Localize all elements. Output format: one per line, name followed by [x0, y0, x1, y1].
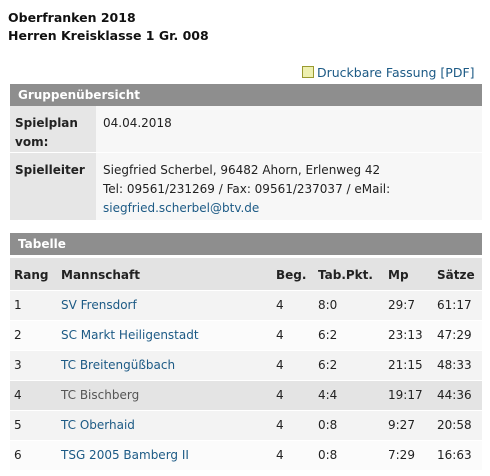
print-link[interactable]: Druckbare Fassung [PDF]	[317, 65, 475, 80]
table-row: 5 TC Oberhaid 4 0:8 9:27 20:58	[10, 410, 482, 440]
team-link[interactable]: TC Breitengüßbach	[61, 358, 176, 372]
table-cell: 2	[14, 328, 22, 342]
table-cell: 4	[276, 448, 284, 462]
table-cell: 19:17	[388, 388, 423, 402]
overview-label: Spielleiter	[10, 153, 96, 220]
column-header-row: Rang Mannschaft Beg. Tab.Pkt. Mp Sätze	[10, 257, 482, 290]
table-cell: 4	[276, 388, 284, 402]
overview-line: Tel: 09561/231269 / Fax: 09561/237037 / …	[103, 182, 391, 196]
table-cell: 7:29	[388, 448, 415, 462]
table-cell: 23:13	[388, 328, 423, 342]
overview-value: Siegfried Scherbel, 96482 Ahorn, Erlenwe…	[96, 153, 482, 220]
team-link[interactable]: TC Oberhaid	[61, 418, 135, 432]
column-header: Mannschaft	[61, 268, 140, 282]
overview-label: Spielplan vom:	[10, 106, 96, 152]
email-link[interactable]: siegfried.scherbel@btv.de	[103, 201, 260, 215]
table-cell: 8:0	[318, 298, 338, 312]
column-header: Tab.Pkt.	[318, 268, 373, 282]
overview-value: 04.04.2018	[96, 106, 482, 152]
table-row: 3 TC Breitengüßbach 4 6:2 21:15 48:33	[10, 350, 482, 380]
table-cell: 21:15	[388, 358, 423, 372]
table-cell: 3	[14, 358, 22, 372]
table-cell: 6:2	[318, 328, 338, 342]
table-row: 2 SC Markt Heiligenstadt 4 6:2 23:13 47:29	[10, 320, 482, 350]
table-row: 6 TSG 2005 Bamberg II 4 0:8 7:29 16:63	[10, 440, 482, 470]
table-cell: 9:27	[388, 418, 415, 432]
table-cell: 20:58	[437, 418, 472, 432]
page-title: Oberfranken 2018	[8, 10, 136, 25]
table-cell: 4	[276, 358, 284, 372]
team-link[interactable]: SV Frensdorf	[61, 298, 137, 312]
table-cell: 61:17	[437, 298, 472, 312]
team-link[interactable]: TSG 2005 Bamberg II	[61, 448, 189, 462]
table-cell: 4	[276, 328, 284, 342]
table-cell: 4:4	[318, 388, 338, 402]
table-cell: 48:33	[437, 358, 472, 372]
table-cell: 4	[276, 298, 284, 312]
column-header: Rang	[14, 268, 49, 282]
table-cell: 1	[14, 298, 22, 312]
overview-line: 04.04.2018	[103, 116, 172, 130]
team-link[interactable]: TC Bischberg	[61, 388, 140, 402]
table-cell: 4	[276, 418, 284, 432]
table-cell: 0:8	[318, 418, 338, 432]
table-row: 1 SV Frensdorf 4 8:0 29:7 61:17	[10, 290, 482, 320]
table-cell: 47:29	[437, 328, 472, 342]
pdf-icon	[302, 66, 314, 78]
overview-line: Siegfried Scherbel, 96482 Ahorn, Erlenwe…	[103, 163, 381, 177]
table-cell: 5	[14, 418, 22, 432]
table-cell: 6:2	[318, 358, 338, 372]
team-link[interactable]: SC Markt Heiligenstadt	[61, 328, 199, 342]
table-header: Tabelle	[10, 233, 482, 255]
table-cell: 44:36	[437, 388, 472, 402]
column-header: Mp	[388, 268, 409, 282]
table-cell: 4	[14, 388, 22, 402]
table-cell: 6	[14, 448, 22, 462]
column-header: Sätze	[437, 268, 475, 282]
column-header: Beg.	[276, 268, 307, 282]
table-row: 4 TC Bischberg 4 4:4 19:17 44:36	[10, 380, 482, 410]
page-subtitle: Herren Kreisklasse 1 Gr. 008	[8, 28, 209, 43]
table-cell: 16:63	[437, 448, 472, 462]
table-cell: 0:8	[318, 448, 338, 462]
overview-header: Gruppenübersicht	[10, 84, 482, 106]
table-cell: 29:7	[388, 298, 415, 312]
